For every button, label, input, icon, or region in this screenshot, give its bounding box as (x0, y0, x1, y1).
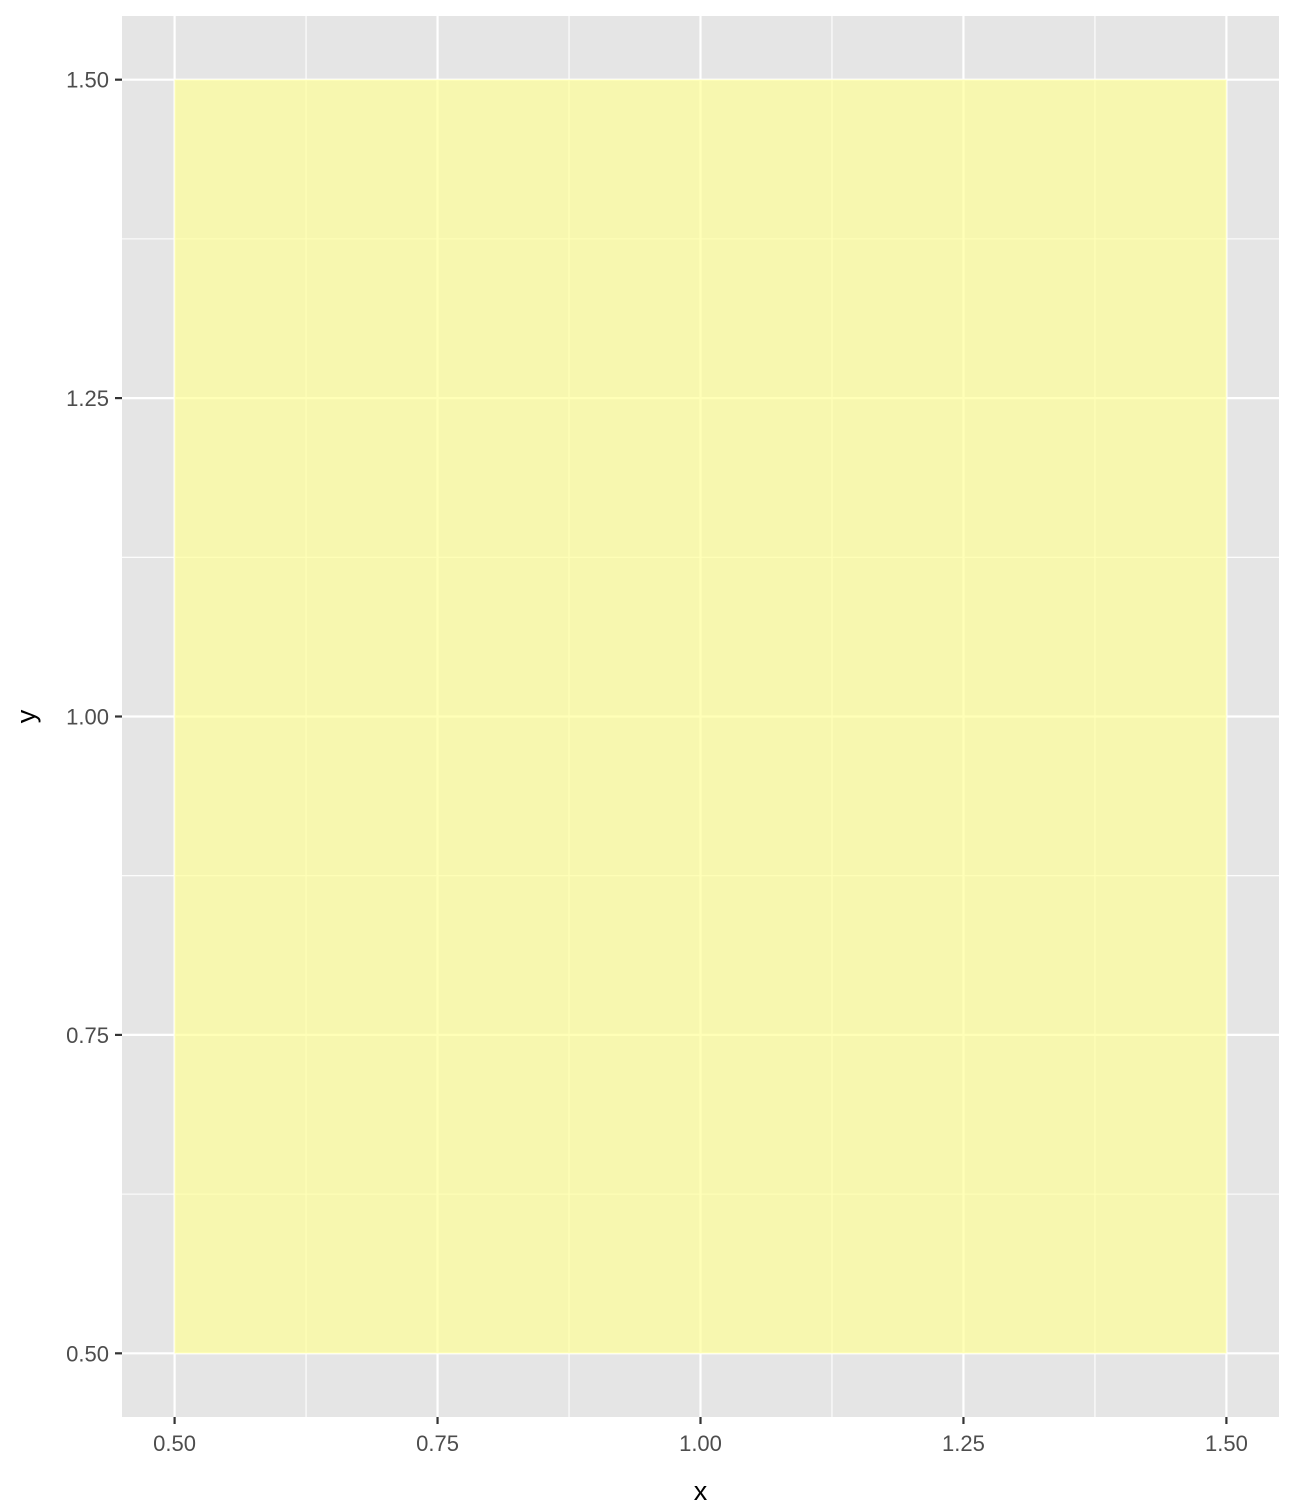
x-tick-label: 0.50 (153, 1431, 196, 1456)
y-tick-label: 0.50 (66, 1341, 109, 1366)
x-tick-label: 1.00 (679, 1431, 722, 1456)
x-tick-label: 0.75 (416, 1431, 459, 1456)
y-tick-label: 1.00 (66, 705, 109, 730)
tiles (174, 79, 1227, 1354)
y-axis-title: y (11, 709, 41, 723)
y-tick-label: 1.50 (66, 68, 109, 93)
x-axis-title: x (694, 1476, 708, 1506)
y-axis: 0.50 0.75 1.00 1.25 1.50 (66, 68, 122, 1366)
x-tick-label: 1.25 (942, 1431, 985, 1456)
heatmap-tile (174, 79, 1227, 1354)
x-tick-label: 1.50 (1205, 1431, 1248, 1456)
y-tick-label: 0.75 (66, 1023, 109, 1048)
y-tick-label: 1.25 (66, 386, 109, 411)
x-axis: 0.50 0.75 1.00 1.25 1.50 (153, 1417, 1248, 1456)
